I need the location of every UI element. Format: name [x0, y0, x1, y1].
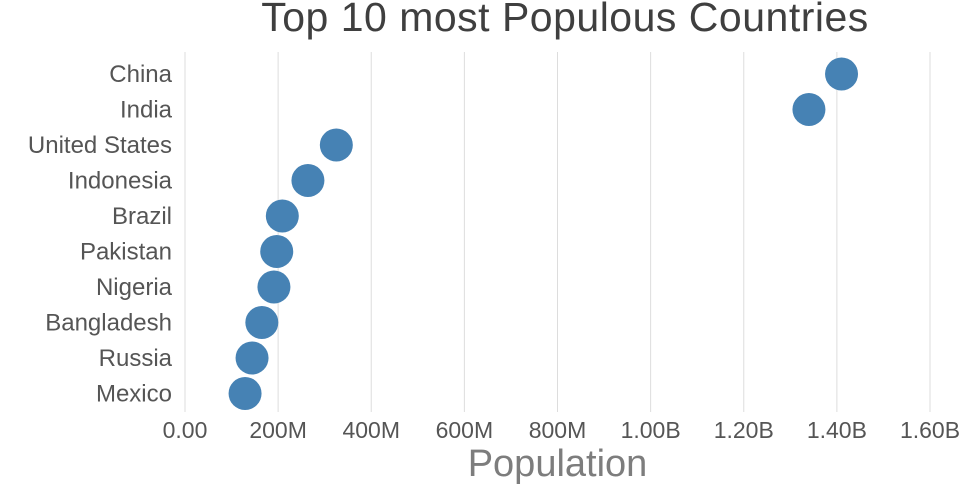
- y-category-label: Russia: [99, 345, 173, 372]
- data-point: [825, 57, 859, 91]
- x-tick-label: 1.40B: [807, 417, 867, 443]
- x-tick-label: 800M: [529, 417, 587, 443]
- y-category-label: Pakistan: [80, 239, 172, 266]
- data-point: [319, 128, 353, 162]
- data-point: [257, 270, 291, 304]
- y-category-label: Mexico: [96, 381, 172, 408]
- data-point: [245, 306, 279, 339]
- x-tick-label: 600M: [436, 417, 494, 443]
- y-category-label: Indonesia: [68, 168, 173, 195]
- data-point: [291, 164, 325, 197]
- x-tick-label: 0.00: [163, 417, 208, 443]
- x-tick-label: 1.00B: [621, 417, 681, 443]
- x-tick-label: 1.20B: [714, 417, 774, 443]
- y-category-label: Brazil: [112, 203, 172, 230]
- data-point: [235, 341, 269, 375]
- data-point: [260, 235, 294, 268]
- data-point: [265, 199, 299, 233]
- x-axis-title: Population: [467, 443, 648, 485]
- x-tick-label: 200M: [249, 417, 307, 443]
- data-point: [228, 377, 262, 410]
- y-category-label: India: [120, 97, 173, 124]
- y-category-label: Nigeria: [96, 274, 173, 301]
- data-point: [792, 93, 826, 126]
- chart-title: Top 10 most Populous Countries: [261, 0, 869, 40]
- x-tick-label: 1.60B: [900, 417, 960, 443]
- x-tick-label: 400M: [342, 417, 400, 443]
- y-category-label: China: [109, 61, 172, 88]
- y-category-label: Bangladesh: [45, 310, 172, 337]
- y-category-label: United States: [28, 132, 172, 159]
